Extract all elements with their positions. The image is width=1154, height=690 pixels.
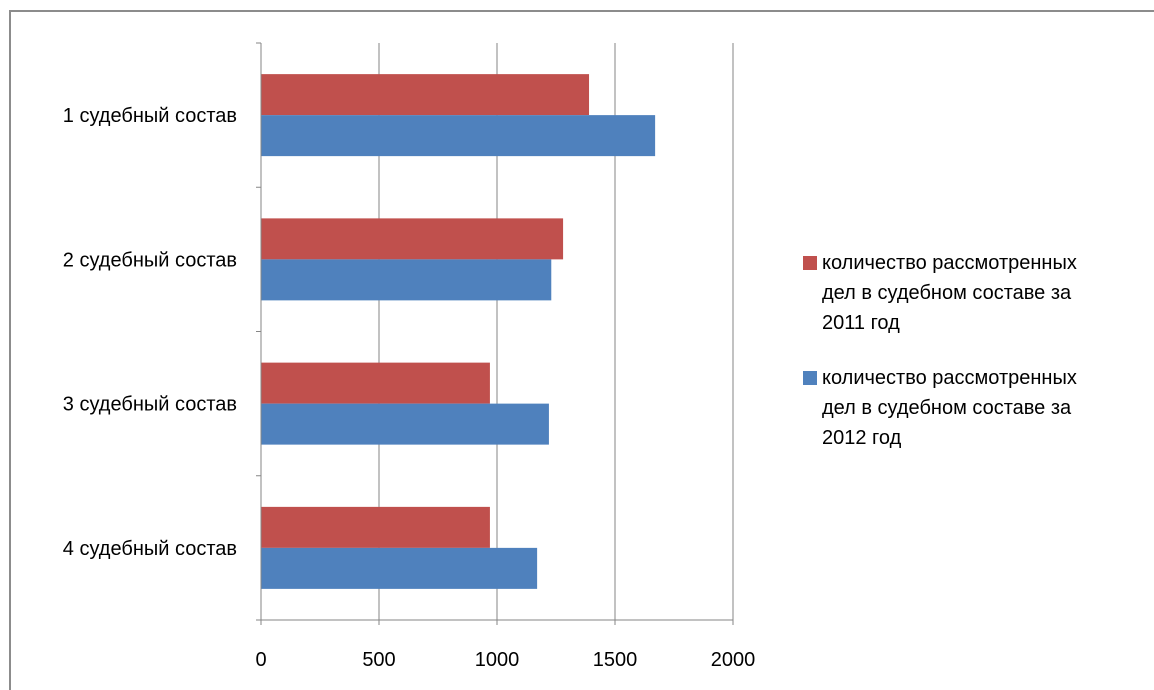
bar-2012-cat-2 (261, 259, 552, 301)
category-label: 2 судебный состав (63, 249, 237, 271)
category-label: 4 судебный состав (63, 538, 237, 560)
bar-2011-cat-3 (261, 362, 490, 404)
axis-layer (256, 42, 734, 625)
bar-2011-cat-2 (261, 218, 564, 260)
legend: количество рассмотренных дел в судебном с… (803, 252, 1077, 449)
legend-label: 2012 год (822, 427, 902, 449)
bar-2012-cat-4 (261, 547, 538, 589)
x-tick-label: 500 (362, 649, 395, 671)
x-tick-label: 0 (255, 649, 266, 671)
bar-2011-cat-1 (261, 74, 590, 116)
legend-label: количество рассмотренных (822, 367, 1077, 389)
x-tick-label: 1500 (593, 649, 638, 671)
bar-2012-cat-3 (261, 403, 549, 445)
legend-label: 2011 год (822, 312, 900, 334)
legend-label: дел в судебном составе за (822, 397, 1072, 419)
legend-label: дел в судебном составе за (822, 282, 1072, 304)
bars-layer (261, 74, 656, 589)
legend-swatch (803, 256, 817, 270)
legend-swatch (803, 371, 817, 385)
legend-label: количество рассмотренных (822, 252, 1077, 274)
labels-layer: 0 500 1000 1500 2000 1 судебный состав 2 судеб… (63, 105, 755, 671)
x-tick-label: 1000 (475, 649, 520, 671)
x-tick-label: 2000 (711, 649, 756, 671)
category-label: 3 судебный состав (63, 394, 237, 416)
bar-2012-cat-1 (261, 115, 656, 157)
category-label: 1 судебный состав (63, 105, 237, 127)
bar-2011-cat-4 (261, 506, 490, 548)
